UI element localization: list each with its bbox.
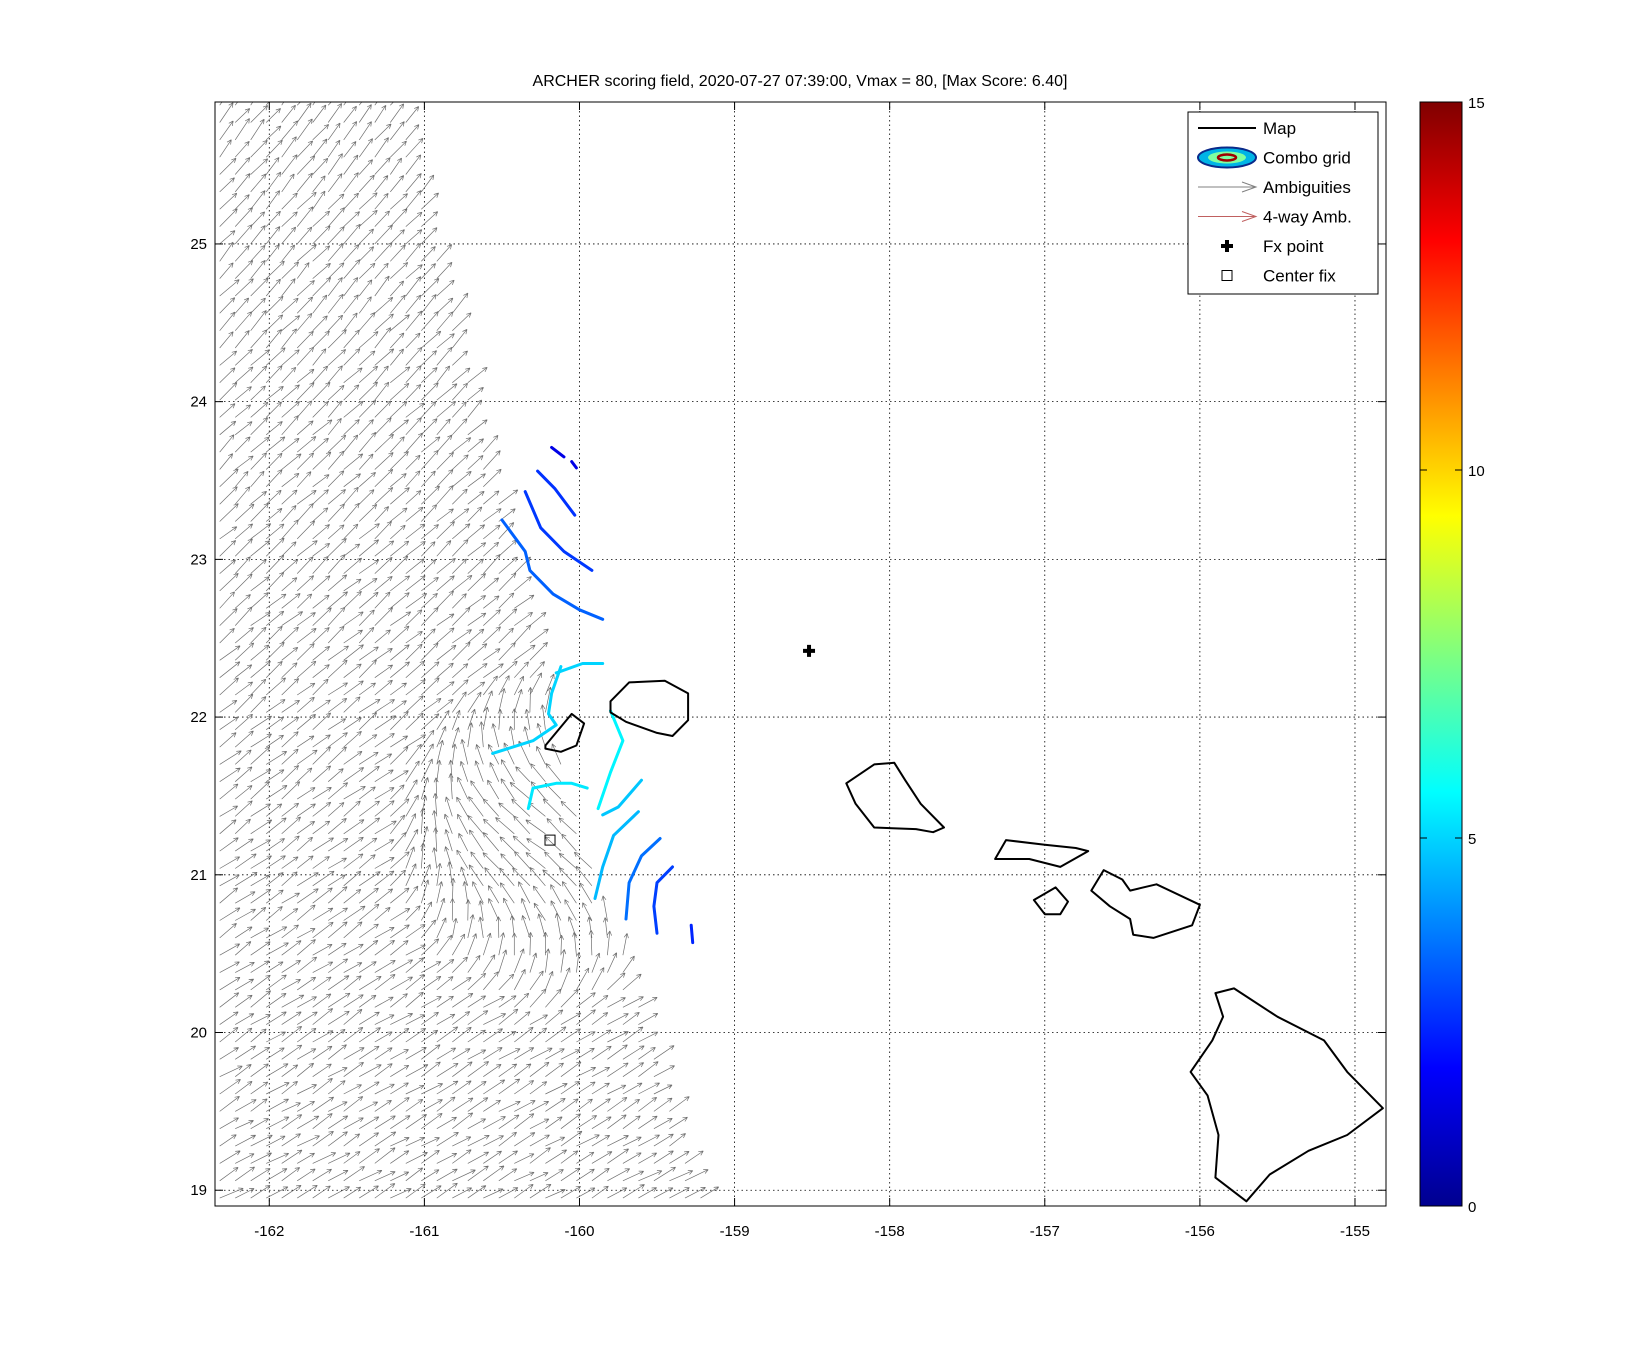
island-molokai [994,839,1090,868]
legend-label: 4-way Amb. [1263,208,1352,227]
island-hawaii [1189,987,1384,1203]
colorbar-ticks: 0 5 10 15 [1420,95,1485,1216]
y-tick-label: 25 [190,236,207,253]
colorbar: 0 5 10 15 [1419,95,1485,1216]
center-fix-marker [544,834,556,846]
x-tick-label: -159 [720,1223,750,1240]
score-contour [523,490,594,572]
legend-swatch-square [1221,270,1233,281]
legend-swatch-arrow [1198,181,1258,193]
legend-label: Fx point [1263,237,1324,256]
colorbar-tick-label: 0 [1468,1199,1476,1216]
ambiguity-swath [219,102,719,1199]
x-tick-label: -158 [875,1223,905,1240]
legend-label: Combo grid [1263,149,1351,168]
score-contour [500,518,605,621]
score-contour [593,810,640,900]
score-contour [601,778,643,817]
island-oahu [845,761,945,834]
plot-frame [214,101,1387,1207]
score-contour [536,469,577,517]
legend-swatch-combo-inner [1216,153,1238,162]
y-axis-ticks: 19 20 21 22 23 24 25 [190,236,1386,1199]
score-contour [689,923,695,945]
island-niihau [544,712,586,753]
colorbar-gradient [1419,101,1463,1207]
score-contour [652,865,674,935]
legend: Map Combo grid Ambiguities 4-way Amb. Fx poi… [1187,111,1379,295]
x-tick-label: -156 [1185,1223,1215,1240]
score-contour [550,445,566,459]
y-tick-label: 24 [190,394,207,411]
score-contour [526,781,589,811]
y-tick-label: 23 [190,551,207,568]
score-contours [491,445,695,945]
x-tick-label: -161 [409,1223,439,1240]
legend-swatch-plus [1221,240,1233,252]
ambiguity-arrows [219,102,719,1199]
legend-label: Center fix [1263,267,1336,286]
x-tick-label: -157 [1030,1223,1060,1240]
colorbar-tick-label: 5 [1468,831,1476,848]
score-contour [624,837,662,921]
score-contour [491,665,563,755]
colorbar-tick-label: 15 [1468,95,1485,112]
y-tick-label: 22 [190,709,207,726]
x-tick-label: -162 [254,1223,284,1240]
score-contour [554,662,605,675]
x-axis-ticks: -162 -161 -160 -159 -158 -157 -156 -155 [254,102,1370,1240]
x-tick-label: -160 [564,1223,594,1240]
legend-label: Ambiguities [1263,178,1351,197]
x-tick-label: -155 [1340,1223,1370,1240]
fx-point-marker [803,644,816,657]
legend-swatch-arrow [1198,211,1258,222]
score-contour [596,709,625,811]
legend-swatch-combo-mid [1208,151,1246,164]
y-tick-label: 20 [190,1025,207,1042]
legend-label: Map [1263,119,1296,138]
island-maui [1090,869,1201,939]
colorbar-tick-label: 10 [1468,463,1485,480]
y-tick-label: 21 [190,867,207,884]
score-contour [570,460,578,470]
legend-box [1187,111,1379,295]
island-kauai [609,679,690,737]
y-tick-label: 19 [190,1182,207,1199]
fix-markers [544,644,816,846]
island-coastlines [544,679,1384,1203]
chart-title: ARCHER scoring field, 2020-07-27 07:39:0… [533,73,1068,90]
grid-lines [215,102,1386,1206]
island-lanai [1032,886,1069,916]
